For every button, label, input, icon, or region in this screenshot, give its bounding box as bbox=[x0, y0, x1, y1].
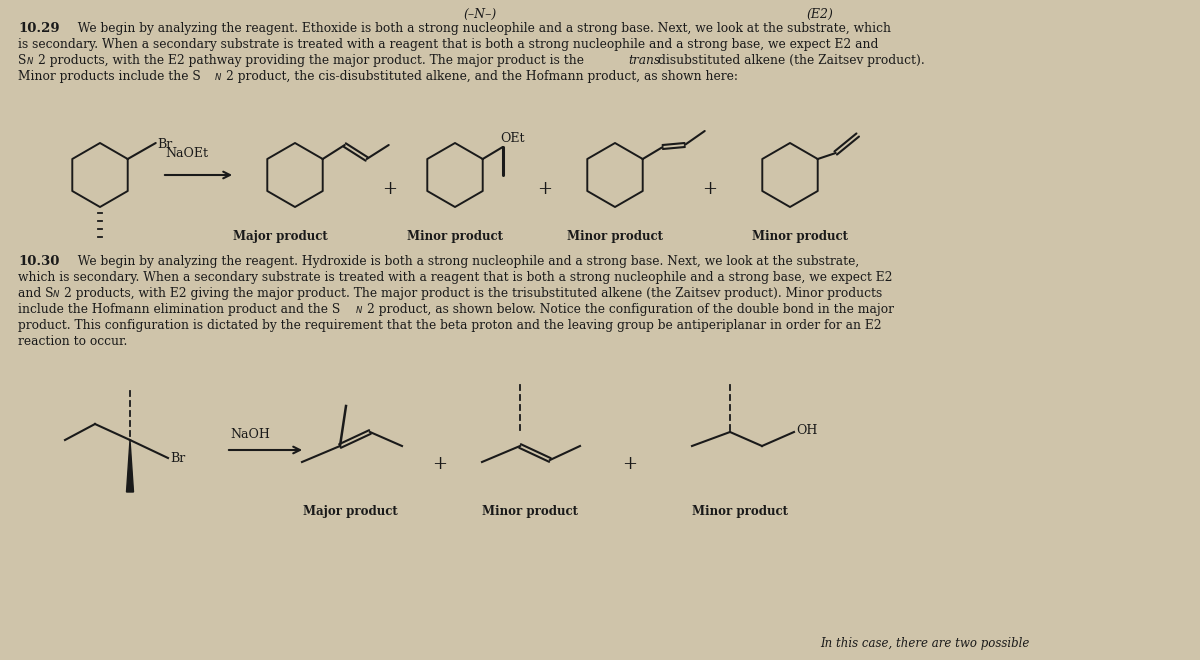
Text: Minor product: Minor product bbox=[482, 505, 578, 518]
Text: disubstituted alkene (the Zaitsev product).: disubstituted alkene (the Zaitsev produc… bbox=[658, 54, 925, 67]
Text: which is secondary. When a secondary substrate is treated with a reagent that is: which is secondary. When a secondary sub… bbox=[18, 271, 893, 284]
Text: product. This configuration is dictated by the requirement that the beta proton : product. This configuration is dictated … bbox=[18, 319, 882, 332]
Text: Minor product: Minor product bbox=[568, 230, 662, 243]
Text: OEt: OEt bbox=[500, 132, 526, 145]
Text: 2 products, with E2 giving the major product. The major product is the trisubsti: 2 products, with E2 giving the major pro… bbox=[64, 287, 882, 300]
Text: We begin by analyzing the reagent. Ethoxide is both a strong nucleophile and a s: We begin by analyzing the reagent. Ethox… bbox=[70, 22, 890, 35]
Text: +: + bbox=[383, 180, 397, 198]
Text: reaction to occur.: reaction to occur. bbox=[18, 335, 127, 348]
Text: 10.30: 10.30 bbox=[18, 255, 59, 268]
Text: 2 product, as shown below. Notice the configuration of the double bond in the ma: 2 product, as shown below. Notice the co… bbox=[367, 303, 894, 316]
Text: (–N–): (–N–) bbox=[463, 8, 497, 21]
Text: OH: OH bbox=[796, 424, 817, 437]
Text: $_N$: $_N$ bbox=[52, 287, 60, 300]
Polygon shape bbox=[126, 440, 133, 492]
Text: include the Hofmann elimination product and the S: include the Hofmann elimination product … bbox=[18, 303, 341, 316]
Text: trans: trans bbox=[628, 54, 660, 67]
Text: Major product: Major product bbox=[302, 505, 397, 518]
Text: Minor product: Minor product bbox=[407, 230, 503, 243]
Text: Br: Br bbox=[170, 452, 185, 465]
Text: (E2): (E2) bbox=[806, 8, 834, 21]
Text: NaOH: NaOH bbox=[230, 428, 270, 441]
Text: $_N$: $_N$ bbox=[214, 70, 222, 83]
Text: Minor product: Minor product bbox=[692, 505, 788, 518]
Text: +: + bbox=[702, 180, 718, 198]
Text: NaOEt: NaOEt bbox=[166, 147, 208, 160]
Text: +: + bbox=[432, 455, 448, 473]
Text: and S: and S bbox=[18, 287, 54, 300]
Text: Br: Br bbox=[157, 138, 173, 151]
Text: We begin by analyzing the reagent. Hydroxide is both a strong nucleophile and a : We begin by analyzing the reagent. Hydro… bbox=[70, 255, 859, 268]
Text: 2 products, with the E2 pathway providing the major product. The major product i: 2 products, with the E2 pathway providin… bbox=[38, 54, 584, 67]
Text: Minor product: Minor product bbox=[752, 230, 848, 243]
Text: $_N$: $_N$ bbox=[26, 54, 35, 67]
Text: 10.29: 10.29 bbox=[18, 22, 60, 35]
Text: Major product: Major product bbox=[233, 230, 328, 243]
Text: In this case, there are two possible: In this case, there are two possible bbox=[820, 637, 1030, 650]
Text: $_N$: $_N$ bbox=[355, 303, 364, 316]
Text: +: + bbox=[538, 180, 552, 198]
Text: +: + bbox=[623, 455, 637, 473]
Text: S: S bbox=[18, 54, 26, 67]
Text: is secondary. When a secondary substrate is treated with a reagent that is both : is secondary. When a secondary substrate… bbox=[18, 38, 878, 51]
Text: Minor products include the S: Minor products include the S bbox=[18, 70, 200, 83]
Text: 2 product, the cis-disubstituted alkene, and the Hofmann product, as shown here:: 2 product, the cis-disubstituted alkene,… bbox=[226, 70, 738, 83]
